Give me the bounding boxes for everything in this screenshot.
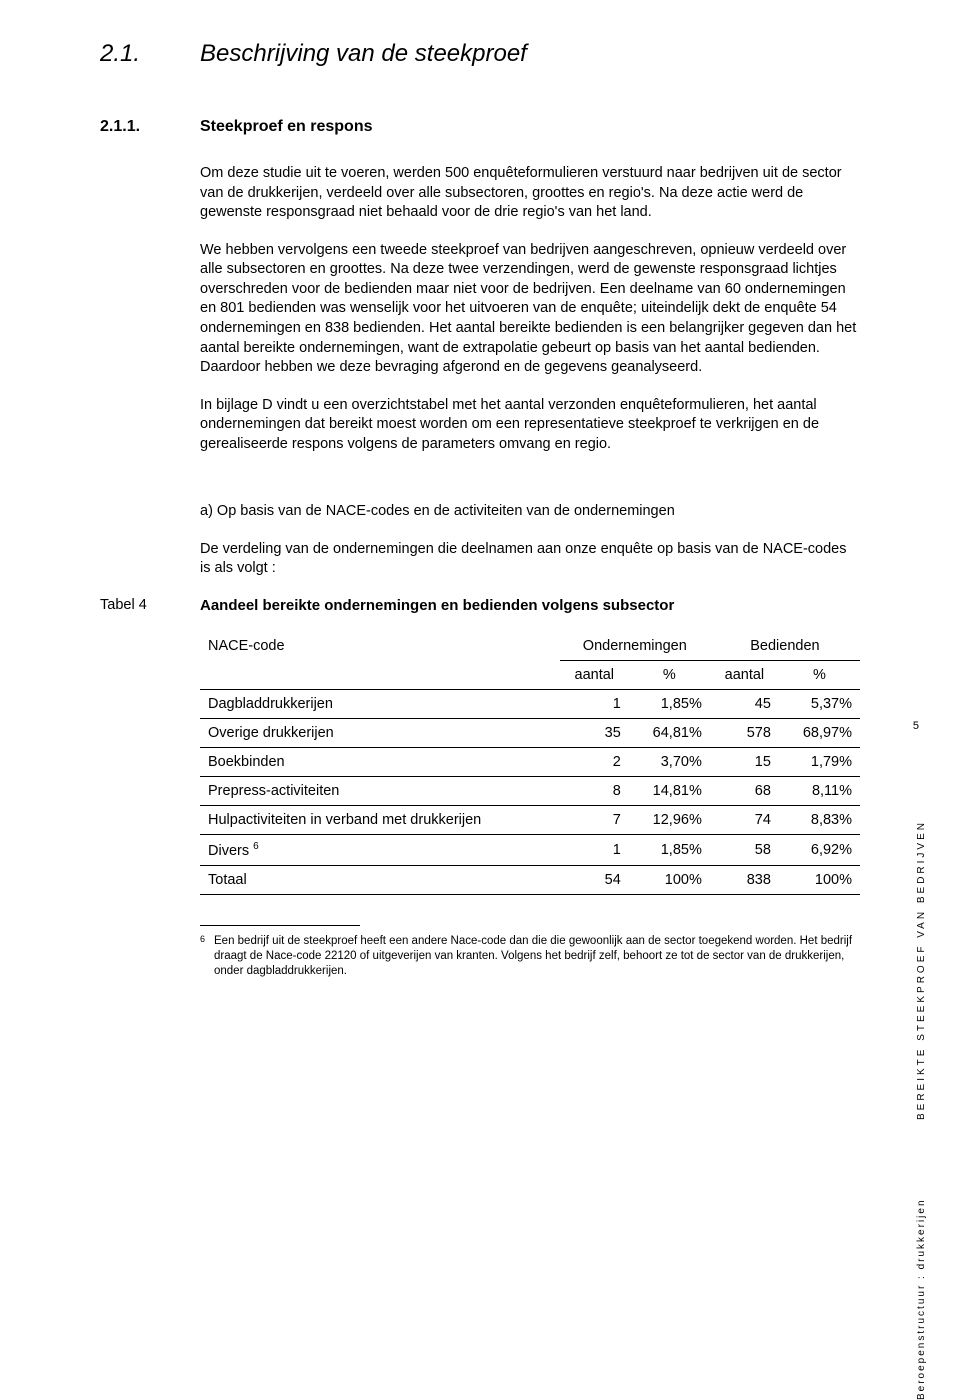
table-row: Divers 6 1 1,85% 58 6,92% bbox=[200, 835, 860, 866]
margin-label-lower-text: Beroepenstructuur : drukkerijen bbox=[916, 1080, 927, 1400]
cell: 8 bbox=[560, 777, 629, 806]
cell: 12,96% bbox=[629, 806, 710, 835]
cell: 1 bbox=[560, 835, 629, 866]
row-label: Divers 6 bbox=[200, 835, 560, 866]
data-table: NACE-code Ondernemingen Bedienden aantal… bbox=[200, 632, 860, 895]
cell: 100% bbox=[779, 865, 860, 894]
cell: 45 bbox=[710, 690, 779, 719]
col-header-ondernemingen: Ondernemingen bbox=[560, 632, 710, 661]
cell: 3,70% bbox=[629, 748, 710, 777]
cell: 8,83% bbox=[779, 806, 860, 835]
cell: 1,85% bbox=[629, 835, 710, 866]
body-text-block: Om deze studie uit te voeren, werden 500… bbox=[200, 164, 860, 454]
cell: 8,11% bbox=[779, 777, 860, 806]
margin-label-upper: BEREIKTE STEEKPROEF VAN BEDRIJVEN bbox=[896, 280, 916, 700]
cell: 5,37% bbox=[779, 690, 860, 719]
subsection-a: a) Op basis van de NACE-codes en de acti… bbox=[200, 502, 860, 579]
table-number: Tabel 4 bbox=[100, 597, 200, 613]
cell: 58 bbox=[710, 835, 779, 866]
cell: 1,79% bbox=[779, 748, 860, 777]
cell: 2 bbox=[560, 748, 629, 777]
footnote-separator bbox=[200, 925, 360, 926]
col-header-bedienden: Bedienden bbox=[710, 632, 860, 661]
cell: 74 bbox=[710, 806, 779, 835]
cell: 1 bbox=[560, 690, 629, 719]
col-header-nace: NACE-code bbox=[200, 632, 560, 690]
cell: 14,81% bbox=[629, 777, 710, 806]
table-row: Boekbinden 2 3,70% 15 1,79% bbox=[200, 748, 860, 777]
paragraph: Om deze studie uit te voeren, werden 500… bbox=[200, 164, 860, 223]
table-row: Overige drukkerijen 35 64,81% 578 68,97% bbox=[200, 719, 860, 748]
table-container: NACE-code Ondernemingen Bedienden aantal… bbox=[200, 632, 860, 895]
footnote-number: 6 bbox=[200, 934, 214, 979]
row-label: Boekbinden bbox=[200, 748, 560, 777]
section-heading: 2.1.Beschrijving van de steekproef bbox=[100, 40, 860, 68]
cell: 35 bbox=[560, 719, 629, 748]
cell: 68 bbox=[710, 777, 779, 806]
footnote-text: Een bedrijf uit de steekproef heeft een … bbox=[214, 934, 860, 979]
col-subheader: aantal bbox=[560, 661, 629, 690]
section-number: 2.1. bbox=[100, 40, 200, 68]
subsection-number: 2.1.1. bbox=[100, 118, 200, 136]
cell: 838 bbox=[710, 865, 779, 894]
list-item-a: a) Op basis van de NACE-codes en de acti… bbox=[200, 502, 860, 522]
cell: 15 bbox=[710, 748, 779, 777]
cell: 578 bbox=[710, 719, 779, 748]
cell: 68,97% bbox=[779, 719, 860, 748]
table-caption-row: Tabel 4 Aandeel bereikte ondernemingen e… bbox=[100, 597, 860, 614]
cell: 100% bbox=[629, 865, 710, 894]
paragraph: We hebben vervolgens een tweede steekpro… bbox=[200, 241, 860, 378]
section-title: Beschrijving van de steekproef bbox=[200, 40, 527, 67]
margin-label-upper-text: BEREIKTE STEEKPROEF VAN BEDRIJVEN bbox=[916, 700, 927, 1120]
cell: 7 bbox=[560, 806, 629, 835]
row-label: Totaal bbox=[200, 865, 560, 894]
table-row-total: Totaal 54 100% 838 100% bbox=[200, 865, 860, 894]
row-label: Hulpactiviteiten in verband met drukkeri… bbox=[200, 806, 560, 835]
subsection-title: Steekproef en respons bbox=[200, 118, 373, 135]
page-number: 5 bbox=[913, 720, 919, 732]
document-page: BEREIKTE STEEKPROEF VAN BEDRIJVEN 5 Bero… bbox=[0, 0, 960, 1009]
paragraph: In bijlage D vindt u een overzichtstabel… bbox=[200, 396, 860, 455]
table-title: Aandeel bereikte ondernemingen en bedien… bbox=[200, 597, 674, 614]
row-label: Overige drukkerijen bbox=[200, 719, 560, 748]
col-subheader: aantal bbox=[710, 661, 779, 690]
table-row: Dagbladdrukkerijen 1 1,85% 45 5,37% bbox=[200, 690, 860, 719]
subsection-heading: 2.1.1.Steekproef en respons bbox=[100, 118, 860, 136]
cell: 6,92% bbox=[779, 835, 860, 866]
paragraph: De verdeling van de ondernemingen die de… bbox=[200, 540, 860, 579]
cell: 64,81% bbox=[629, 719, 710, 748]
margin-label-lower: Beroepenstructuur : drukkerijen bbox=[896, 760, 916, 1080]
cell: 1,85% bbox=[629, 690, 710, 719]
footnote: 6 Een bedrijf uit de steekproef heeft ee… bbox=[200, 934, 860, 979]
col-subheader: % bbox=[779, 661, 860, 690]
cell: 54 bbox=[560, 865, 629, 894]
col-subheader: % bbox=[629, 661, 710, 690]
table-row: Prepress-activiteiten 8 14,81% 68 8,11% bbox=[200, 777, 860, 806]
row-label: Prepress-activiteiten bbox=[200, 777, 560, 806]
row-label: Dagbladdrukkerijen bbox=[200, 690, 560, 719]
table-row: Hulpactiviteiten in verband met drukkeri… bbox=[200, 806, 860, 835]
